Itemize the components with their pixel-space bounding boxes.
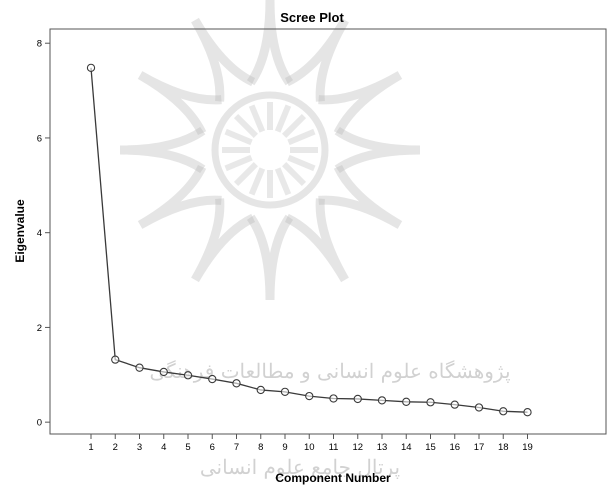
watermark-ray	[224, 128, 253, 146]
data-point	[280, 387, 290, 396]
x-tick-label: 13	[377, 442, 388, 453]
watermark-ray	[248, 167, 266, 196]
watermark-ray	[233, 113, 258, 138]
watermark-petal	[284, 17, 349, 102]
data-point	[474, 403, 484, 412]
chart-title: Scree Plot	[280, 10, 344, 25]
data-point	[450, 400, 459, 409]
data-point	[86, 63, 96, 72]
x-tick-label: 14	[401, 442, 412, 453]
x-tick-label: 12	[352, 442, 363, 453]
data-point	[183, 371, 193, 380]
x-tick-label: 16	[449, 442, 460, 453]
watermark-text-line1: پژوهشگاه علوم انسانی و مطالعات فرهنگی	[149, 359, 510, 383]
watermark-ray	[274, 167, 292, 196]
y-tick-label: 6	[37, 133, 42, 144]
watermark-ray	[274, 104, 292, 133]
watermark-logo	[119, 0, 421, 301]
data-point	[499, 407, 508, 416]
x-tick-label: 6	[210, 442, 215, 453]
data-point	[329, 394, 338, 403]
watermark-petal	[318, 164, 403, 229]
data-point	[426, 398, 435, 407]
watermark-petal	[191, 17, 256, 102]
y-tick-label: 4	[37, 228, 42, 239]
watermark-petal	[284, 198, 349, 283]
y-tick-label: 8	[37, 39, 42, 50]
watermark-ray	[248, 104, 266, 133]
data-point	[159, 367, 168, 377]
x-tick-label: 7	[234, 442, 239, 453]
x-tick-label: 11	[329, 442, 339, 453]
y-tick-label: 0	[37, 418, 42, 429]
data-point	[305, 391, 314, 401]
watermark-ray	[233, 162, 258, 187]
data-point	[232, 379, 241, 388]
x-tick-label: 15	[425, 442, 436, 453]
y-axis-title: Eigenvalue	[13, 199, 27, 263]
watermark-petal	[137, 164, 222, 229]
data-point	[111, 355, 120, 364]
x-tick-label: 2	[113, 442, 118, 453]
watermark-petal	[318, 71, 403, 136]
watermark-ray	[282, 162, 307, 187]
watermark-ray	[282, 113, 307, 138]
watermark-ray	[287, 128, 316, 146]
data-point	[256, 385, 265, 395]
watermark-ring	[211, 91, 329, 209]
data-point	[523, 408, 532, 417]
watermark-petal	[191, 198, 256, 283]
x-tick-label: 17	[474, 442, 485, 453]
x-tick-label: 5	[185, 442, 190, 453]
x-tick-label: 10	[304, 442, 315, 453]
x-tick-label: 18	[498, 442, 509, 453]
x-tick-label: 3	[137, 442, 142, 453]
x-tick-label: 1	[88, 442, 93, 453]
watermark-ray	[287, 154, 316, 172]
y-tick-label: 2	[37, 323, 42, 334]
watermark-petal	[246, 214, 294, 301]
x-axis-title: Component Number	[275, 471, 391, 485]
data-point	[135, 363, 144, 372]
watermark-text-line2: پرتال جامع علوم انسانی	[200, 455, 400, 479]
data-point	[208, 374, 217, 384]
series-eigenvalues	[86, 63, 532, 417]
y-axis: 0 2 4 6 8	[37, 39, 50, 429]
data-point	[377, 396, 387, 405]
x-axis: 1 2 3 4 5 6 7 8 9 10 11 12 13 14 15 16 17 18 19	[88, 434, 533, 453]
x-tick-label: 9	[282, 442, 287, 453]
x-tick-label: 19	[522, 442, 533, 453]
x-tick-label: 4	[161, 442, 166, 453]
watermark-ray	[224, 154, 253, 172]
watermark-petal	[137, 71, 222, 136]
data-point	[402, 397, 411, 406]
x-tick-label: 8	[258, 442, 263, 453]
watermark-petal	[246, 0, 294, 86]
watermark-petal	[334, 126, 421, 174]
data-point	[353, 394, 362, 404]
plot-frame	[49, 28, 607, 435]
watermark-petal	[119, 126, 206, 174]
